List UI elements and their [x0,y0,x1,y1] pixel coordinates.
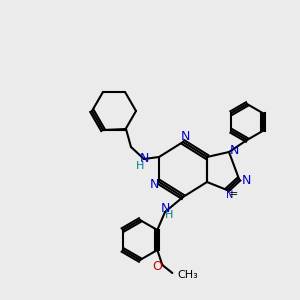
Text: H: H [136,161,144,171]
Text: =: = [229,189,239,199]
Text: O: O [152,260,162,274]
Text: N: N [160,202,170,215]
Text: N: N [180,130,190,142]
Text: N: N [139,152,149,166]
Text: H: H [165,210,173,220]
Text: N: N [241,175,251,188]
Text: CH₃: CH₃ [177,270,198,280]
Text: N: N [229,143,239,157]
Text: N: N [149,178,159,190]
Text: N: N [226,190,234,200]
